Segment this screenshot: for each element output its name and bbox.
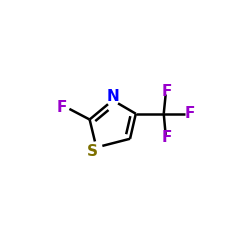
Text: F: F bbox=[184, 106, 195, 121]
Text: F: F bbox=[162, 84, 172, 99]
Text: F: F bbox=[162, 130, 172, 145]
Text: F: F bbox=[56, 100, 67, 116]
Text: N: N bbox=[106, 89, 119, 104]
Text: S: S bbox=[87, 144, 98, 159]
